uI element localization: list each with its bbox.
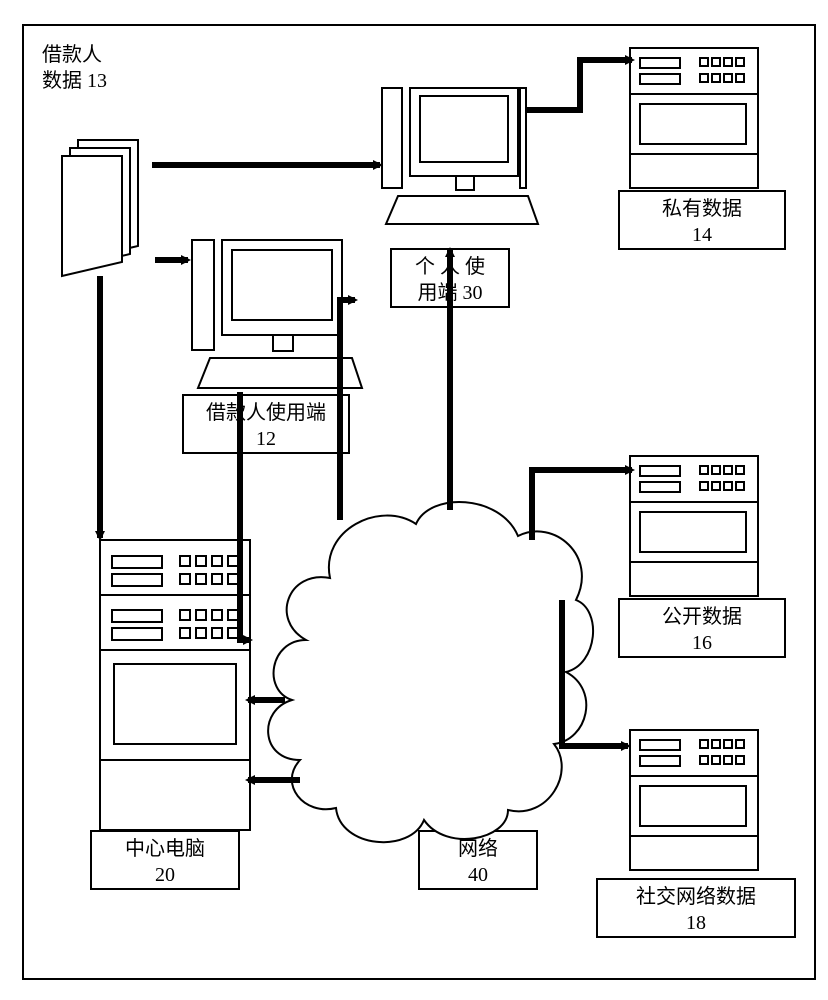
personal-client-l2: 用端 30 xyxy=(418,282,483,304)
private-data-label: 私有数据 14 xyxy=(618,190,786,250)
social-data-label: 社交网络数据 18 xyxy=(596,878,796,938)
personal-client-l1: 个 人 使 xyxy=(415,256,485,278)
borrower-data-l2: 数据 13 xyxy=(42,70,107,92)
central-pc-l2: 20 xyxy=(155,864,175,886)
network-label: 网络 40 xyxy=(418,830,538,890)
borrower-data-label: 借款人 数据 13 xyxy=(42,42,107,94)
social-data-l1: 社交网络数据 xyxy=(636,886,756,908)
borrower-client-label: 借款人使用端 12 xyxy=(182,394,350,454)
central-pc-label: 中心电脑 20 xyxy=(90,830,240,890)
public-data-label: 公开数据 16 xyxy=(618,598,786,658)
borrower-data-l1: 借款人 xyxy=(42,44,102,66)
private-data-l2: 14 xyxy=(692,224,712,246)
public-data-l1: 公开数据 xyxy=(662,606,742,628)
personal-client-label: 个 人 使 用端 30 xyxy=(390,248,510,308)
diagram-canvas: 借款人 数据 13 私有数据 14 公开数据 16 社交网络数据 18 个 人 … xyxy=(0,0,828,1000)
private-data-l1: 私有数据 xyxy=(662,198,742,220)
central-pc-l1: 中心电脑 xyxy=(125,838,205,860)
public-data-l2: 16 xyxy=(692,632,712,654)
borrower-client-l1: 借款人使用端 xyxy=(206,402,326,424)
social-data-l2: 18 xyxy=(686,912,706,934)
network-l1: 网络 xyxy=(458,838,498,860)
network-l2: 40 xyxy=(468,864,488,886)
borrower-client-l2: 12 xyxy=(256,428,276,450)
